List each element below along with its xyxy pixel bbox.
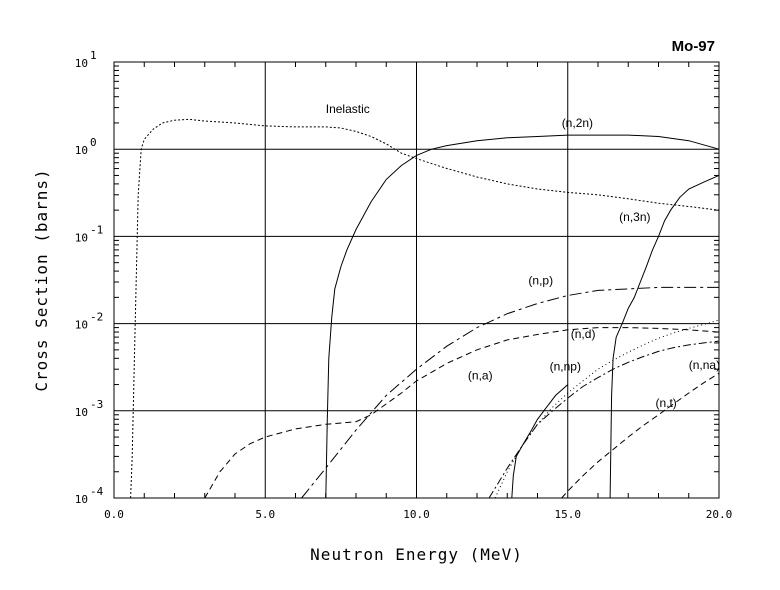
y-axis-label: Cross Section (barns) [32, 168, 51, 391]
series-line-n-p [301, 286, 719, 499]
y-tick-exponent: -2 [90, 311, 103, 324]
x-tick-label: 20.0 [706, 508, 733, 521]
y-tick-label: 10 [75, 57, 88, 70]
y-tick-label: 10 [75, 144, 88, 157]
x-tick-label: 10.0 [403, 508, 430, 521]
curve-label-n-t: (n,t) [655, 396, 676, 410]
y-tick-label: 10 [75, 406, 88, 419]
series-line-n-a [204, 327, 720, 499]
series-line-n-t [561, 372, 720, 499]
y-tick-exponent: 1 [90, 49, 97, 62]
y-tick-exponent: -1 [90, 223, 103, 236]
plot-frame [113, 61, 720, 499]
y-tick-exponent: -4 [90, 485, 104, 498]
y-tick-label: 10 [75, 493, 88, 506]
chart-title: Mo-97 [672, 38, 715, 55]
x-tick-label: 0.0 [104, 508, 124, 521]
y-tick-exponent: -3 [90, 398, 103, 411]
series-line-n-na [488, 340, 720, 499]
curve-label-n-na: (n,na) [689, 358, 720, 372]
series-line-n-3n [609, 174, 720, 499]
y-tick-label: 10 [75, 231, 88, 244]
series-line-n-d [494, 319, 720, 499]
y-tick-label: 10 [75, 319, 88, 332]
curve-label-n-np: (n,np) [550, 359, 581, 373]
curve-label-inelastic: Inelastic [326, 102, 370, 116]
y-tick-exponent: 0 [90, 136, 97, 149]
curve-layer [130, 118, 720, 499]
x-tick-label: 5.0 [255, 508, 275, 521]
curve-label-n-d: (n,d) [571, 327, 596, 341]
curve-label-n-a: (n,a) [468, 368, 493, 382]
series-line-inelastic [130, 118, 720, 499]
curve-label-n-3n: (n,3n) [619, 210, 650, 224]
series-line-n-2n [325, 134, 720, 499]
x-axis-label: Neutron Energy (MeV) [310, 545, 523, 564]
label-layer: Inelastic (n,2n) (n,3n) (n,p) (n,d) (n,a) (n,n… [326, 102, 720, 410]
curve-label-n-2n: (n,2n) [562, 116, 593, 130]
grid-layer [114, 62, 719, 498]
series-line-n-np [511, 384, 569, 499]
x-tick-label: 15.0 [555, 508, 582, 521]
curve-label-n-p: (n,p) [528, 274, 553, 288]
